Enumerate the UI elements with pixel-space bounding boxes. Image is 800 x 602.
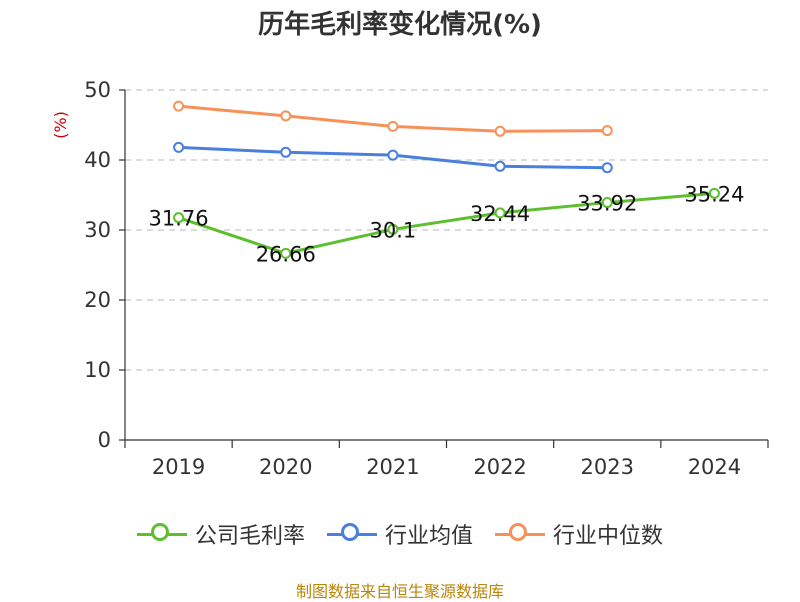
- data-point: [494, 160, 506, 172]
- data-point: [387, 120, 399, 132]
- y-tick-label: 50: [84, 78, 111, 102]
- y-tick-label: 10: [84, 358, 111, 382]
- data-label: 26.66: [256, 242, 316, 266]
- legend-item[interactable]: 行业均值: [326, 518, 473, 550]
- legend-marker-icon: [326, 522, 377, 546]
- legend: 公司毛利率 行业均值 行业中位数: [0, 518, 800, 550]
- legend-marker-icon: [495, 522, 545, 546]
- y-tick-label: 0: [98, 428, 111, 452]
- data-point: [173, 212, 185, 224]
- legend-item[interactable]: 行业中位数: [495, 518, 663, 550]
- data-point: [601, 125, 613, 137]
- legend-marker-icon: [136, 522, 187, 546]
- x-tick-label: 2020: [259, 455, 312, 479]
- y-tick-label: 40: [84, 148, 111, 172]
- data-point: [494, 207, 506, 219]
- x-tick-label: 2023: [581, 455, 634, 479]
- legend-label: 公司毛利率: [194, 524, 305, 549]
- series-line: [178, 191, 715, 255]
- data-point: [280, 146, 292, 158]
- data-point: [280, 247, 292, 259]
- data-label: 30.1: [370, 218, 417, 242]
- source-note: 制图数据来自恒生聚源数据库: [295, 582, 504, 601]
- data-point: [280, 110, 292, 122]
- chart-title: 历年毛利率变化情况(%): [258, 10, 542, 40]
- legend-label: 行业均值: [384, 524, 473, 549]
- data-point: [387, 149, 399, 161]
- data-label: 31.76: [149, 207, 209, 231]
- data-point: [601, 162, 613, 174]
- data-label: 32.44: [470, 202, 530, 226]
- data-point: [173, 141, 185, 153]
- data-label: 33.92: [577, 192, 637, 216]
- y-axis-label: (%): [51, 111, 70, 139]
- y-tick-label: 30: [84, 218, 111, 242]
- data-point: [387, 223, 399, 235]
- x-tick-label: 2022: [473, 455, 526, 479]
- legend-label: 行业中位数: [553, 524, 664, 549]
- x-tick-label: 2021: [366, 455, 419, 479]
- legend-item[interactable]: 公司毛利率: [136, 518, 305, 550]
- data-point: [708, 187, 720, 199]
- y-tick-label: 20: [84, 288, 111, 312]
- data-point: [601, 197, 613, 209]
- x-tick-label: 2024: [688, 455, 741, 479]
- data-label: 35.24: [684, 182, 744, 206]
- data-point: [173, 100, 185, 112]
- data-point: [494, 125, 506, 137]
- x-tick-label: 2019: [152, 455, 205, 479]
